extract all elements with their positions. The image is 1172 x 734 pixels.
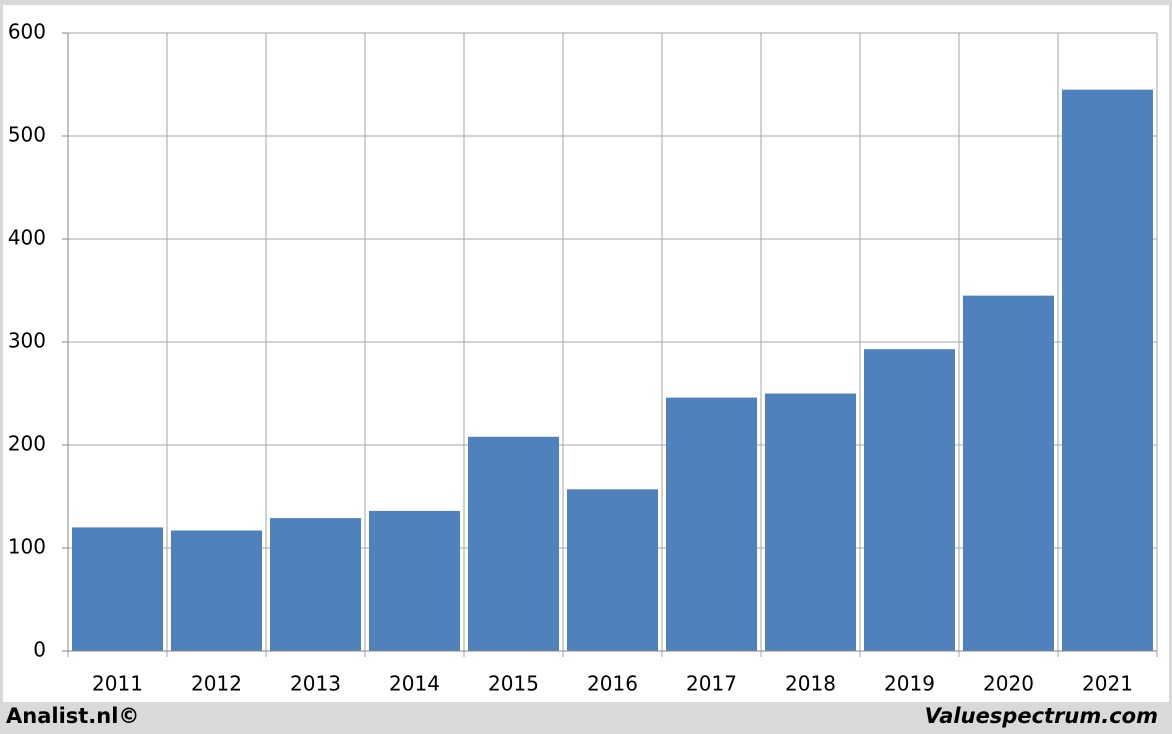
footer-right: Valuespectrum.com [925, 704, 1158, 728]
y-tick-label: 100 [8, 535, 46, 559]
bar [171, 530, 262, 651]
bar [72, 527, 163, 651]
bar [666, 397, 757, 651]
bar [468, 436, 559, 651]
x-tick-label: 2014 [389, 672, 440, 696]
bar [1062, 89, 1153, 651]
x-tick-label: 2017 [686, 672, 737, 696]
x-tick-label: 2019 [884, 672, 935, 696]
x-tick-label: 2021 [1082, 672, 1133, 696]
x-tick-label: 2015 [488, 672, 539, 696]
x-tick-label: 2011 [92, 672, 143, 696]
x-tick-label: 2013 [290, 672, 341, 696]
y-tick-label: 200 [8, 432, 46, 456]
y-tick-label: 300 [8, 329, 46, 353]
y-tick-label: 500 [8, 123, 46, 147]
bar [270, 518, 361, 651]
x-tick-label: 2016 [587, 672, 638, 696]
bar [567, 489, 658, 651]
bar [963, 295, 1054, 651]
bar [369, 510, 460, 651]
x-tick-label: 2018 [785, 672, 836, 696]
y-tick-label: 0 [33, 638, 46, 662]
x-tick-label: 2020 [983, 672, 1034, 696]
bar [765, 393, 856, 651]
y-tick-label: 600 [8, 20, 46, 44]
x-tick-label: 2012 [191, 672, 242, 696]
y-tick-label: 400 [8, 226, 46, 250]
bar [864, 349, 955, 651]
footer-left: Analist.nl© [6, 704, 139, 728]
